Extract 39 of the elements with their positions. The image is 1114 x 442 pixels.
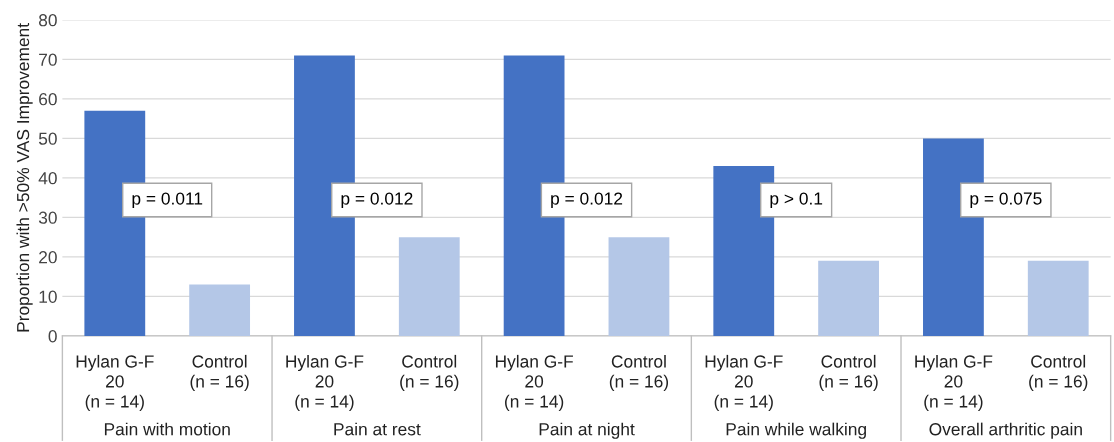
y-tick-label: 40 <box>38 172 57 185</box>
y-tick-label: 10 <box>39 290 57 303</box>
text: Control (n = 16) <box>400 354 459 392</box>
series-label: Hylan G-F 20 (n = 14) <box>286 354 364 411</box>
annotation: p = 0.011 <box>132 192 203 209</box>
x-tick-label: Pain while walking <box>726 422 866 439</box>
y-tick-label: 0 <box>48 330 57 343</box>
text: Control (n = 16) <box>1029 354 1088 392</box>
series-label: Control (n = 16) <box>190 354 249 392</box>
bar <box>923 138 984 336</box>
y-tick-label: 30 <box>38 211 57 224</box>
y-tick-label: 50 <box>38 132 57 145</box>
y-tick-label: 70 <box>39 53 57 66</box>
text: Control (n = 16) <box>609 354 669 392</box>
annotation: p > 0.1 <box>770 192 823 209</box>
text: Hylan G-F 20 (n = 14) <box>915 354 993 411</box>
annotation: p = 0.012 <box>551 192 623 209</box>
x-tick-label: Pain at night <box>539 422 635 439</box>
bar <box>189 284 251 336</box>
x-tick-label: Pain with motion <box>104 422 230 436</box>
text: Hylan G-F 20 (n = 14) <box>76 354 154 411</box>
x-tick-label: Pain at rest <box>334 422 421 436</box>
bar <box>818 260 879 336</box>
text: Control (n = 16) <box>819 354 878 392</box>
text: Hylan G-F 20 (n = 14) <box>705 354 783 411</box>
y-axis-title: Proportion with >50% VAS Improvement <box>16 23 33 332</box>
bar <box>1027 260 1089 336</box>
annotation: p = 0.075 <box>970 192 1042 209</box>
bar <box>503 55 565 336</box>
text: Hylan G-F 20 (n = 14) <box>495 354 573 411</box>
bar <box>398 237 460 336</box>
y-tick-label: 60 <box>39 93 57 106</box>
bar <box>294 55 355 336</box>
y-tick-label: 20 <box>39 251 57 264</box>
bar <box>84 110 146 336</box>
x-tick-label: Overall arthritic pain <box>929 422 1082 439</box>
y-tick-label: 80 <box>38 14 57 27</box>
annotation: p = 0.012 <box>341 192 413 209</box>
bar <box>608 237 670 336</box>
